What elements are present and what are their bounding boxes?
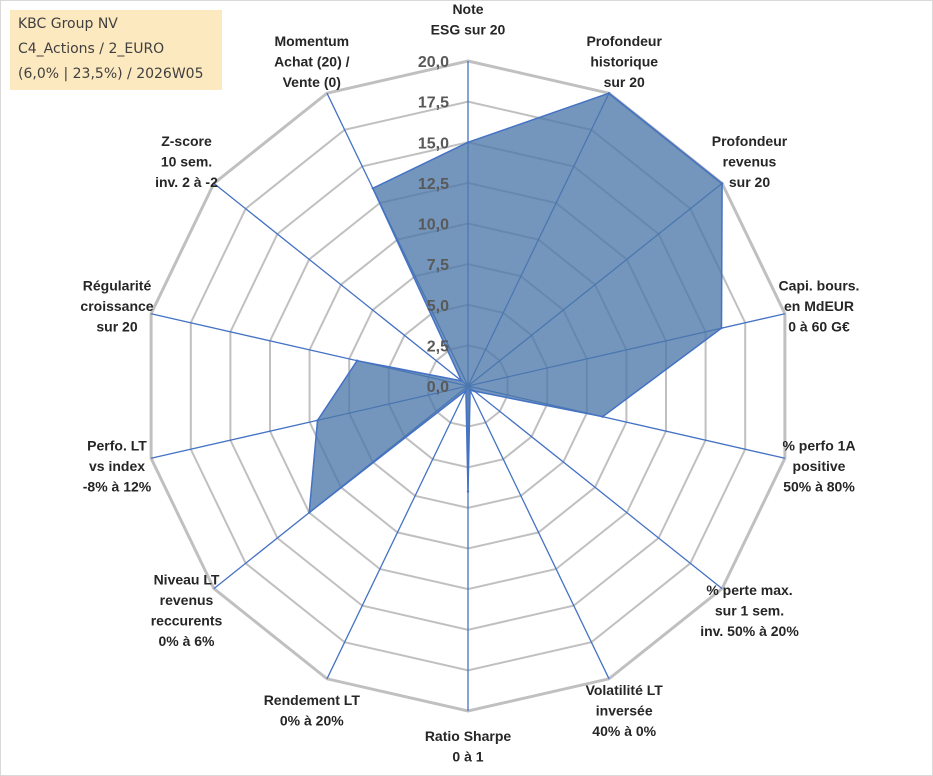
category-label: Niveau LT revenus reccurents 0% à 6% xyxy=(151,572,223,650)
axis-spoke xyxy=(467,385,723,590)
category-label: Z-score 10 sem. inv. 2 à -2 xyxy=(155,133,218,190)
category-labels: Note ESG sur 20 Profondeur historique sur 20… xyxy=(80,1,859,764)
tick-label: 20,0 xyxy=(418,54,449,71)
radar-series xyxy=(308,92,724,514)
data-point xyxy=(607,92,611,95)
tick-label: 5,0 xyxy=(427,298,449,315)
tick-label: 10,0 xyxy=(418,217,449,234)
tick-label: 17,5 xyxy=(418,95,449,112)
data-point xyxy=(355,359,359,362)
category-label: Note ESG sur 20 xyxy=(431,1,506,38)
axis-spoke xyxy=(467,385,610,680)
axis-spoke xyxy=(326,385,469,680)
category-label: Profondeur revenus sur 20 xyxy=(712,133,788,190)
data-point xyxy=(473,389,476,393)
data-point xyxy=(460,379,463,383)
title-period: (6,0% | 23,5%) / 2026W05 xyxy=(18,66,204,82)
data-point xyxy=(308,511,311,514)
data-point xyxy=(371,187,374,190)
title-category: C4_Actions / 2_EURO xyxy=(18,41,165,57)
category-label: Capi. bours. en MdEUR 0 à 60 G€ xyxy=(779,277,860,334)
data-point xyxy=(466,141,470,144)
category-label: Rendement LT 0% à 20% xyxy=(264,692,361,729)
category-label: % perte max. sur 1 sem. inv. 50% à 20% xyxy=(700,582,799,639)
tick-label: 2,5 xyxy=(427,338,449,355)
data-point xyxy=(464,389,468,392)
tick-label: 7,5 xyxy=(427,257,449,274)
data-point xyxy=(601,415,604,418)
axis-spoke xyxy=(213,182,469,387)
category-label: Ratio Sharpe 0 à 1 xyxy=(425,728,512,765)
category-label: Volatilité LT inversée 40% à 0% xyxy=(586,682,664,739)
category-label: Perfo. LT vs index -8% à 12% xyxy=(83,438,152,495)
title-company: KBC Group NV xyxy=(18,16,118,32)
data-point xyxy=(466,490,470,493)
tick-label: 15,0 xyxy=(418,135,449,152)
data-point xyxy=(468,389,472,392)
data-point xyxy=(720,326,723,330)
radial-tick-labels: 0,0 2,5 5,0 7,5 10,0 12,5 15,0 17,5 20,0 xyxy=(418,54,449,396)
tick-label: 12,5 xyxy=(418,176,449,193)
category-label: Profondeur historique sur 20 xyxy=(586,33,662,90)
data-point xyxy=(316,419,319,422)
data-point xyxy=(720,182,724,185)
category-label: % perfo 1A positive 50% à 80% xyxy=(782,438,855,495)
chart-title-box: KBC Group NV C4_Actions / 2_EURO (6,0% |… xyxy=(10,10,222,90)
category-label: Régularité croissance sur 20 xyxy=(80,277,153,334)
category-label: Momentum Achat (20) / Vente (0) xyxy=(274,33,350,90)
tick-label: 0,0 xyxy=(427,379,449,396)
